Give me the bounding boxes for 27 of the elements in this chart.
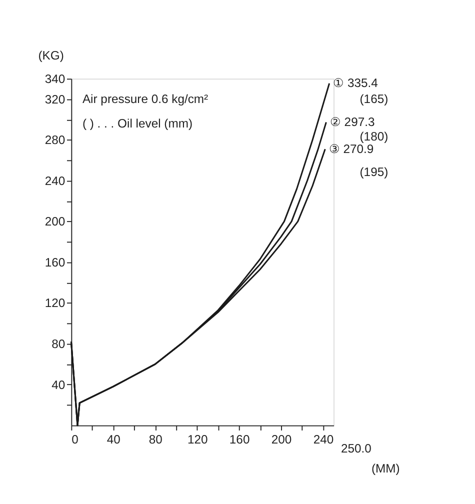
text: (180) [360,130,388,144]
x-tick-label: 0 [72,432,79,447]
x-tick-label: 200 [271,432,292,447]
text: (165) [360,92,388,106]
x-tick-label: 160 [229,432,250,447]
text: (195) [360,165,388,180]
y-tick-label: 240 [44,174,66,188]
series-label: ② 297.3 [330,114,375,129]
y-tick-label: 40 [52,378,66,392]
y-tick-label: 340 [44,72,66,86]
annotation: Air pressure 0.6 kg/cm² [82,92,208,106]
y-tick-label: 280 [44,133,66,148]
x-tick-label: 120 [187,432,208,447]
x-tick-label: 40 [106,432,121,447]
x-axis-title: (MM) [371,462,400,476]
text: 250.0 [341,442,372,456]
x-tick-label: 240 [313,432,334,447]
y-axis-title: (KG) [38,48,64,62]
series-label: ③ 270.9 [328,142,374,156]
y-tick-label: 320 [44,92,66,106]
y-tick-label: 160 [44,255,66,270]
y-tick-label: 200 [44,214,66,229]
y-tick-label: 80 [52,336,66,351]
y-tick-label: 120 [44,296,66,310]
x-tick-label: 80 [148,432,163,447]
annotation: ( ) . . . Oil level (mm) [82,116,193,130]
series-label: ① 335.4 [333,76,378,90]
